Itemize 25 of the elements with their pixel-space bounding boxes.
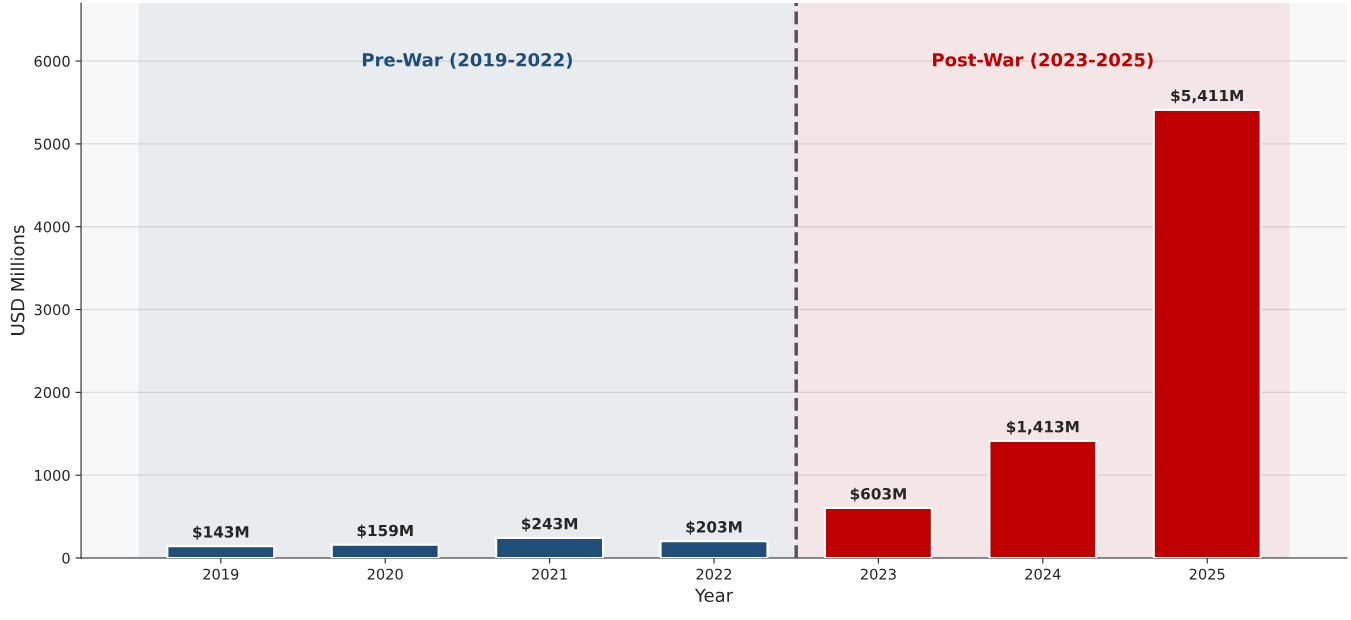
x-tick-label: 2022 <box>696 568 732 580</box>
data-label: $243M <box>521 517 578 532</box>
x-tick-label: 2025 <box>1189 568 1225 580</box>
y-tick-label: 4000 <box>34 221 70 233</box>
band-label: Post-War (2023-2025) <box>933 52 1153 69</box>
data-label: $143M <box>193 525 249 540</box>
x-tick-label: 2024 <box>1025 568 1061 580</box>
y-tick-label: 5000 <box>34 138 70 150</box>
y-axis-title: USD Millions <box>10 225 25 335</box>
band-label: Pre-War (2019-2022) <box>362 52 572 69</box>
y-tick-label: 3000 <box>34 304 70 316</box>
data-label: $203M <box>686 520 742 535</box>
x-tick-label: 2019 <box>203 568 239 580</box>
y-tick-label: 1000 <box>35 469 70 481</box>
data-label: $1,413M <box>1006 420 1079 435</box>
x-tick-label: 2023 <box>860 568 896 580</box>
y-tick-label: 2000 <box>34 387 70 399</box>
x-axis-title: Year <box>694 588 734 603</box>
y-tick-label: 0 <box>62 552 70 564</box>
x-tick-label: 2020 <box>367 568 403 580</box>
data-label: $5,411M <box>1171 89 1243 104</box>
data-label: $159M <box>357 524 413 539</box>
data-label: $603M <box>850 487 906 502</box>
x-tick-label: 2021 <box>532 568 567 580</box>
y-tick-label: 6000 <box>34 55 70 67</box>
